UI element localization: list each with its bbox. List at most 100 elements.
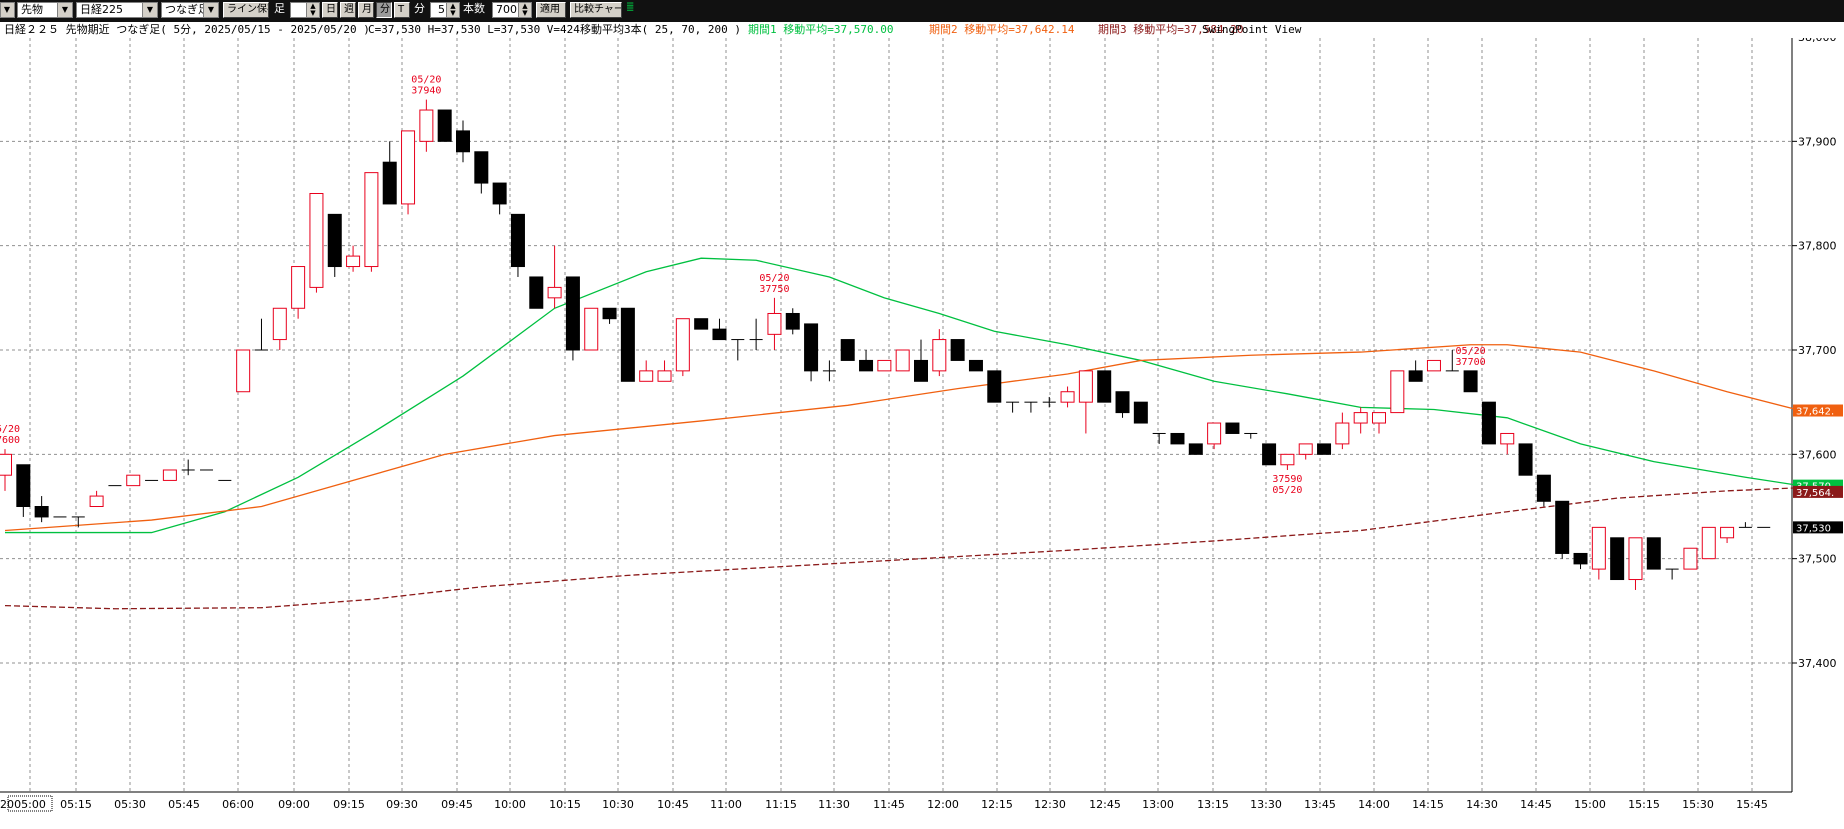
candle-body: [163, 470, 176, 480]
candle-body: [805, 324, 818, 371]
x-tick-label: 15:00: [1574, 798, 1606, 811]
period-month-button[interactable]: 月: [358, 2, 374, 18]
candle-body: [1373, 413, 1386, 423]
candle-body: [603, 308, 616, 318]
market-select[interactable]: 先物 ▼: [17, 2, 73, 18]
period-week-button[interactable]: 週: [340, 2, 356, 18]
y-tick-label: 37,600: [1798, 448, 1837, 461]
candle-body: [1537, 475, 1550, 501]
candle-body: [1391, 371, 1404, 413]
menu-dropdown[interactable]: ▼: [0, 2, 15, 18]
x-tick-label: 10:00: [494, 798, 526, 811]
x-tick-label: 20: [0, 798, 14, 811]
price-tag-label: 37,642.: [1796, 407, 1834, 418]
candle-body: [841, 340, 854, 361]
candle-body: [1336, 423, 1349, 444]
apply-button[interactable]: 適用: [536, 2, 566, 18]
candle-body: [1574, 553, 1587, 563]
x-tick-label: 05:15: [60, 798, 92, 811]
type-select[interactable]: つなぎ足 ▼: [161, 2, 219, 18]
candle-body: [1611, 538, 1624, 580]
info-bar: 日経２２５ 先物期近 つなぎ足( 5分, 2025/05/15 - 2025/0…: [0, 22, 1844, 38]
candle-body: [878, 360, 891, 370]
minute-input[interactable]: 5 ▲ ▼: [430, 2, 460, 18]
candle-body: [1556, 501, 1569, 553]
period-tick-button[interactable]: T: [394, 2, 410, 18]
candle-body: [1592, 527, 1605, 569]
candle-body: [896, 350, 909, 371]
period-day-button[interactable]: 日: [322, 2, 338, 18]
candle-body: [237, 350, 250, 392]
y-tick-label: 37,400: [1798, 657, 1837, 670]
y-tick-label: 37,900: [1798, 135, 1837, 148]
count-input[interactable]: 700 ▲ ▼: [492, 2, 532, 18]
foot-input[interactable]: ▲ ▼: [290, 2, 320, 18]
candle-body: [1721, 527, 1734, 537]
x-tick-label: 13:45: [1304, 798, 1336, 811]
x-tick-label: 14:45: [1520, 798, 1552, 811]
swingpoint-view-link[interactable]: SwingPoint View: [1202, 22, 1301, 38]
candle-body: [1702, 527, 1715, 558]
x-tick-label: 09:00: [278, 798, 310, 811]
x-tick-label: 06:00: [222, 798, 254, 811]
candle-body: [1684, 548, 1697, 569]
save-line-button[interactable]: ライン保存: [223, 2, 269, 18]
candle-body: [621, 308, 634, 381]
index-select[interactable]: 日経225 ▼: [76, 2, 158, 18]
candle-body: [860, 360, 873, 370]
x-tick-label: 11:45: [873, 798, 905, 811]
x-tick-label: 13:15: [1197, 798, 1229, 811]
candle-body: [493, 183, 506, 204]
candle-body: [90, 496, 103, 506]
candle-body: [402, 131, 415, 204]
chart-lines-icon[interactable]: ≡ ≡: [626, 2, 640, 18]
compare-chart-button[interactable]: 比較チャート: [570, 2, 622, 18]
candle-body: [933, 340, 946, 371]
foot-label: 足: [274, 2, 288, 18]
y-tick-label: 37,700: [1798, 344, 1837, 357]
swing-point-label: 37600: [0, 435, 20, 446]
swing-point-label: 05/20: [759, 273, 789, 284]
x-tick-label: 10:45: [657, 798, 689, 811]
toolbar: ▼ 先物▼ 日経225▼ つなぎ足▼ ライン保存 足 ▲▼ 日 週 月 分 T …: [0, 0, 1844, 22]
candle-body: [457, 131, 470, 152]
candle-body: [1208, 423, 1221, 444]
x-tick-label: 14:30: [1466, 798, 1498, 811]
x-tick-label: 13:30: [1250, 798, 1282, 811]
x-tick-label: 09:30: [386, 798, 418, 811]
minute-label: 分: [414, 2, 428, 18]
chevron-down-icon: ▼: [203, 3, 218, 17]
x-tick-label: 09:45: [441, 798, 473, 811]
candle-body: [1061, 392, 1074, 402]
candle-body: [1318, 444, 1331, 454]
plot-area: [0, 38, 1792, 792]
x-tick-label: 12:15: [981, 798, 1013, 811]
candle-body: [585, 308, 598, 350]
ma1-info: 期間1 移動平均=37,570.00: [748, 22, 893, 38]
candle-body: [1354, 413, 1367, 423]
index-select-value: 日経225: [80, 3, 123, 16]
candle-body: [1299, 444, 1312, 454]
candle-body: [328, 214, 341, 266]
candle-body: [365, 173, 378, 267]
chevron-down-icon: ▼: [142, 3, 157, 17]
candle-body: [1263, 444, 1276, 465]
candle-body: [310, 194, 323, 288]
candle-body: [347, 256, 360, 266]
spinner-icon: ▲ ▼: [518, 3, 531, 17]
candlestick-chart[interactable]: 37,400 37,500 37,600 37,700 37,800 37,900 38,0…: [0, 38, 1844, 829]
candle-body: [1134, 402, 1147, 423]
candle-body: [566, 277, 579, 350]
candle-body: [1079, 371, 1092, 402]
period-minute-button[interactable]: 分: [376, 2, 392, 18]
candle-body: [1647, 538, 1660, 569]
ma2-info: 期間2 移動平均=37,642.14: [929, 22, 1074, 38]
candle-body: [1098, 371, 1111, 402]
candle-body: [438, 110, 451, 141]
x-tick-label: 05:00: [14, 798, 46, 811]
candle-body: [1629, 538, 1642, 580]
y-tick-label: 37,800: [1798, 240, 1837, 253]
candle-body: [915, 360, 928, 381]
x-tick-label: 09:15: [333, 798, 365, 811]
minute-value: 5: [438, 3, 445, 16]
